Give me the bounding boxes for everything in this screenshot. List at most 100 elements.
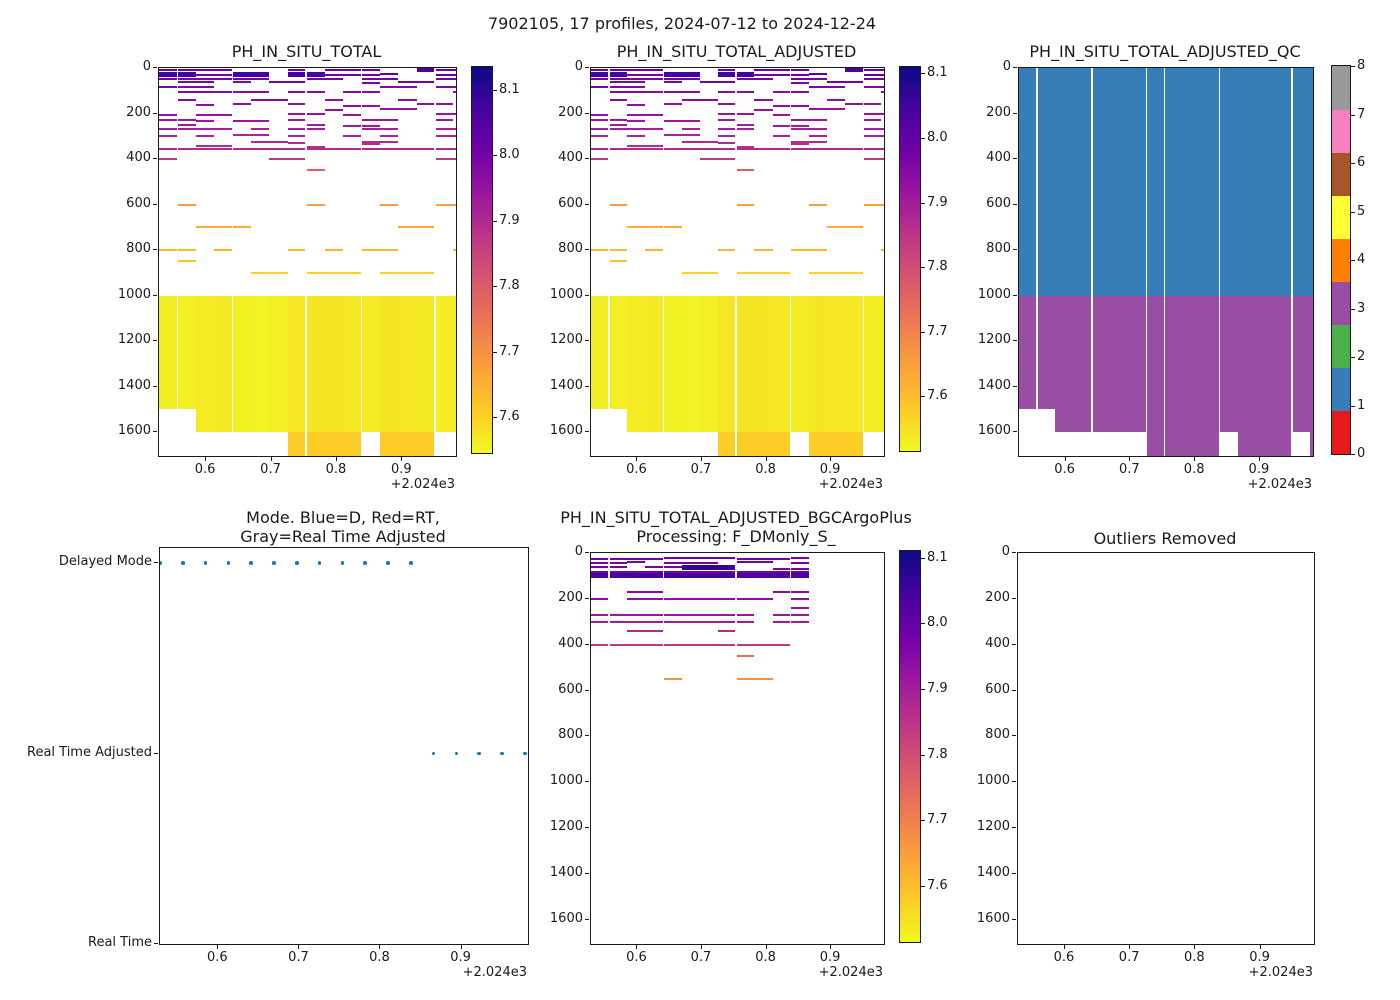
x-tick-mark <box>765 945 767 949</box>
ph-segment <box>826 98 846 101</box>
ph-segment <box>808 108 846 111</box>
x-tick-label: 0.6 <box>207 950 228 965</box>
ph-segment <box>736 643 791 646</box>
colorbar-tick-label: 5 <box>1357 203 1366 219</box>
heatmap-deep-cell <box>250 295 270 433</box>
ph-segment <box>195 119 215 122</box>
ph-segment <box>361 142 380 145</box>
x-tick-label: 0.7 <box>260 462 281 477</box>
colorbar-tick-mark <box>493 89 497 91</box>
ph-segment <box>232 148 307 151</box>
x-tick-label: 0.6 <box>194 462 216 477</box>
x-tick-mark <box>1129 457 1131 461</box>
ph-segment <box>232 120 270 123</box>
x-tick-label: 0.9 <box>819 950 841 965</box>
ph-segment <box>287 135 307 138</box>
qc-deep-cell <box>1019 295 1038 410</box>
colorbar-tick-mark <box>921 557 925 559</box>
y-tick-mark <box>585 158 589 160</box>
y-tick-mark <box>585 597 589 599</box>
y-tick-label: 400 <box>558 150 583 166</box>
ph-segment <box>232 81 251 84</box>
ph-segment <box>863 128 884 131</box>
ph-segment <box>324 109 343 112</box>
ph-segment <box>863 77 884 80</box>
ph-segment <box>681 271 719 274</box>
colorbar-qc <box>1331 65 1351 455</box>
ph-segment <box>195 73 233 76</box>
ph-segment <box>609 90 664 93</box>
ph-segment <box>863 158 884 161</box>
plot-title-bgc-line2: Processing: F_DMonly_S_ <box>636 527 836 546</box>
ph-segment <box>627 573 737 579</box>
colorbar-tick-mark <box>921 73 925 75</box>
ph-segment <box>435 85 456 88</box>
qc-deep-cell <box>1274 295 1293 456</box>
ph-segment <box>681 127 700 130</box>
y-tick-mark <box>585 873 589 875</box>
qc-deep-cell <box>1310 295 1313 456</box>
qc-colorbar-segment <box>1332 195 1350 239</box>
heatmap-deep-cell <box>306 295 325 433</box>
ph-segment <box>214 249 233 252</box>
ph-segment <box>790 557 809 560</box>
x-tick-mark <box>217 945 219 949</box>
ph-segment <box>250 127 270 130</box>
x-axis-offset-label: +2.024e3 <box>818 477 883 492</box>
y-tick-mark <box>585 781 589 783</box>
y-tick-label: 600 <box>986 195 1011 211</box>
heatmap-deep-cell-lower <box>845 432 864 456</box>
ph-segment <box>379 135 399 138</box>
qc-deep-cell <box>1255 295 1274 456</box>
y-tick-mark <box>1012 597 1016 599</box>
ph-segment <box>627 144 664 147</box>
colorbar-tick-mark <box>1351 260 1355 261</box>
colorbar-tick-mark <box>1351 211 1355 213</box>
colorbar-tick-label: 8.0 <box>927 129 948 145</box>
ph-segment <box>790 597 809 600</box>
heatmap-deep-cell-lower <box>324 432 343 456</box>
ph-segment <box>435 68 456 71</box>
y-tick-label: 0 <box>142 59 151 74</box>
mode-data-point <box>363 561 367 565</box>
x-tick-label: 0.7 <box>288 950 309 965</box>
ph-segment <box>361 249 399 252</box>
heatmap-deep-cell-lower <box>343 432 362 456</box>
ph-segment <box>808 141 827 144</box>
x-axis-offset-label: +2.024e3 <box>390 477 455 492</box>
mode-data-point <box>431 751 436 756</box>
heatmap-deep-cell <box>699 295 719 433</box>
ph-segment <box>232 103 251 106</box>
ph-segment <box>736 148 791 151</box>
ph-segment <box>718 135 737 138</box>
ph-segment <box>863 68 884 71</box>
heatmap-deep-cell <box>790 295 809 433</box>
mode-data-point <box>160 561 162 565</box>
heatmap-deep-cell <box>736 295 755 433</box>
mode-data-point <box>340 561 345 565</box>
ph-segment <box>790 82 809 85</box>
profile-gap-line <box>360 68 363 456</box>
ph-segment <box>306 148 362 151</box>
y-tick-label: 1000 <box>549 286 583 302</box>
qc-shallow-cell <box>1037 68 1056 296</box>
heatmap-deep-cell-lower <box>379 432 399 456</box>
y-tick-mark <box>153 431 157 433</box>
y-tick-mark <box>1013 385 1017 387</box>
ph-segment <box>736 561 773 564</box>
ph-segment <box>416 68 435 72</box>
heatmap-deep-cell <box>591 295 610 410</box>
colorbar-tick-label: 7.9 <box>927 681 948 696</box>
ph-segment <box>232 71 270 77</box>
mode-data-point <box>409 561 413 565</box>
ph-segment <box>306 77 344 80</box>
ph-segment <box>808 203 827 206</box>
ph-segment <box>177 203 196 206</box>
ph-segment <box>663 562 719 565</box>
ph-segment <box>591 613 664 616</box>
y-tick-mark <box>1013 203 1017 205</box>
ph-segment <box>627 597 737 600</box>
ph-segment <box>591 620 664 623</box>
colorbar-tick-mark <box>493 286 497 288</box>
